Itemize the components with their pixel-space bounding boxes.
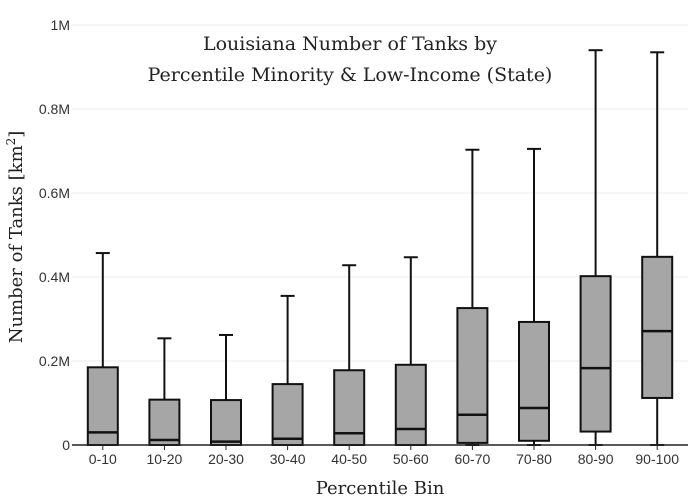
y-tick-label: 0.2M bbox=[39, 353, 70, 369]
box-body bbox=[210, 399, 242, 446]
x-tick-label: 20-30 bbox=[208, 451, 244, 467]
y-axis-title-close: ] bbox=[6, 131, 27, 138]
x-tick-label: 40-50 bbox=[331, 451, 367, 467]
box-body bbox=[456, 307, 489, 444]
box-50-60 bbox=[394, 256, 427, 446]
x-tick-label: 90-100 bbox=[635, 451, 679, 467]
y-axis-title-superscript: 2 bbox=[4, 138, 18, 146]
x-tick-label: 60-70 bbox=[454, 451, 490, 467]
y-tick-label: 1M bbox=[51, 17, 70, 33]
box-body bbox=[394, 363, 427, 446]
y-axis-title-main: Number of Tanks [km bbox=[6, 145, 27, 343]
box-60-70 bbox=[456, 148, 489, 446]
chart-title-line1: Louisiana Number of Tanks by bbox=[203, 33, 497, 55]
y-tick-label: 0.4M bbox=[39, 269, 70, 285]
box-10-20 bbox=[148, 337, 181, 447]
chart-title-line2: Percentile Minority & Low-Income (State) bbox=[148, 64, 553, 86]
x-tick-label: 70-80 bbox=[516, 451, 552, 467]
y-axis-title: Number of Tanks [km2] bbox=[4, 131, 27, 344]
x-tick-label: 0-10 bbox=[89, 451, 117, 467]
box-0-10 bbox=[86, 252, 119, 446]
x-tick-label: 30-40 bbox=[270, 451, 306, 467]
x-tick-labels: 0-10 10-20 20-30 30-40 40-50 50-60 60-70 70-80 8… bbox=[89, 445, 679, 467]
x-tick-label: 50-60 bbox=[393, 451, 429, 467]
box-body bbox=[641, 255, 674, 399]
box-20-30 bbox=[210, 333, 242, 446]
y-tick-label: 0.6M bbox=[39, 185, 70, 201]
box-body bbox=[148, 398, 181, 447]
x-tick-label: 10-20 bbox=[146, 451, 182, 467]
box-body bbox=[579, 275, 612, 433]
x-axis-title: Percentile Bin bbox=[316, 478, 445, 499]
x-tick-label: 80-90 bbox=[578, 451, 614, 467]
box-30-40 bbox=[271, 294, 304, 447]
box-40-50 bbox=[333, 264, 366, 446]
boxes-layer bbox=[86, 49, 674, 447]
y-tick-labels: 0 0.2M 0.4M 0.6M 0.8M 1M bbox=[39, 17, 70, 453]
box-body bbox=[271, 383, 304, 447]
box-80-90 bbox=[579, 49, 612, 446]
y-tick-label: 0.8M bbox=[39, 101, 70, 117]
box-90-100 bbox=[641, 51, 674, 446]
y-tick-label: 0 bbox=[62, 437, 70, 453]
box-70-80 bbox=[518, 147, 550, 446]
box-body bbox=[518, 320, 550, 442]
